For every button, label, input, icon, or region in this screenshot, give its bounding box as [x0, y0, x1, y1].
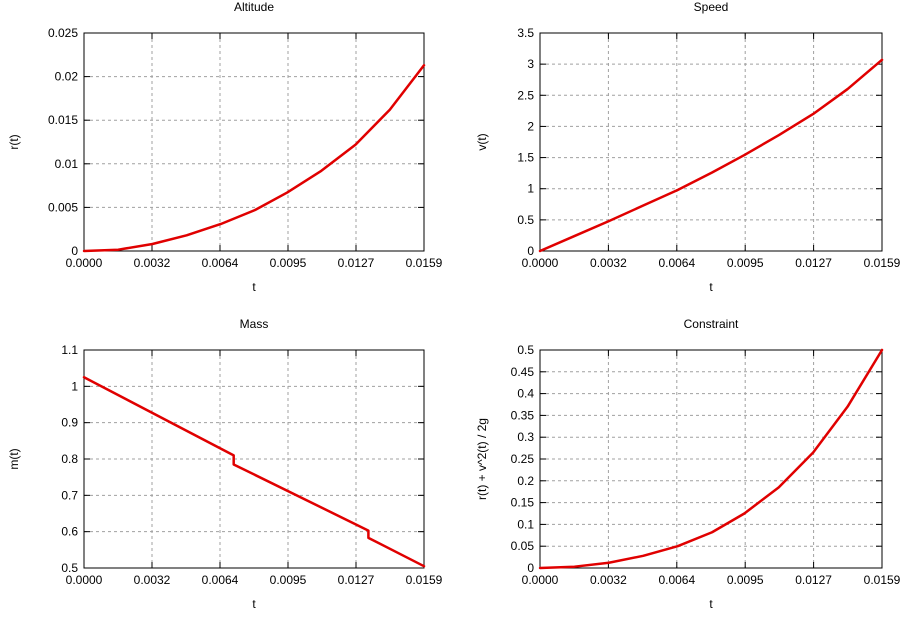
x-tick-label: 0.0064: [202, 256, 239, 270]
plot-frame: [83, 32, 425, 252]
y-tick-label: 0.9: [61, 416, 78, 430]
chart-panel-3: 0.0000 0.0032 0.0064 0.0095 0.0127 0.0159 0.5 0…: [7, 317, 443, 611]
x-tick-label: 0.0159: [406, 573, 443, 587]
x-axis-label: t: [709, 280, 713, 294]
y-tick-label: 0.4: [517, 387, 534, 401]
y-tick-label: 0: [527, 244, 534, 258]
x-tick-label: 0.0032: [134, 256, 171, 270]
y-tick-label: 3.5: [517, 26, 534, 40]
x-tick-label: 0.0095: [727, 256, 764, 270]
x-tick-label: 0.0000: [522, 256, 559, 270]
x-tick-label: 0.0159: [406, 256, 443, 270]
x-tick-label: 0.0064: [202, 573, 239, 587]
y-tick-label: 0.015: [48, 113, 78, 127]
y-tick-label: 0.15: [511, 496, 535, 510]
y-tick-label: 0: [71, 244, 78, 258]
chart-panel-2: 0.0000 0.0032 0.0064 0.0095 0.0127 0.0159 0 0.5…: [475, 0, 901, 294]
y-tick-label: 0.25: [511, 452, 535, 466]
x-tick-label: 0.0095: [270, 573, 307, 587]
chart-title: Speed: [694, 0, 729, 14]
x-axis-label: t: [252, 597, 256, 611]
x-tick-label: 0.0000: [522, 573, 559, 587]
chart-title: Mass: [240, 317, 269, 331]
x-tick-label: 0.0032: [590, 256, 627, 270]
y-tick-label: 2: [527, 119, 534, 133]
series-line: [538, 348, 884, 570]
series-line: [82, 64, 426, 253]
x-tick-label: 0.0064: [658, 573, 695, 587]
plot-frame: [83, 349, 425, 569]
x-tick-label: 0.0127: [795, 256, 832, 270]
y-tick-label: 0.5: [517, 343, 534, 357]
y-tick-label: 1.1: [61, 343, 78, 357]
chart-panel-1: 0.0000 0.0032 0.0064 0.0095 0.0127 0.0159 0 0.0…: [7, 0, 443, 294]
y-tick-label: 0.1: [517, 517, 534, 531]
x-tick-label: 0.0095: [727, 573, 764, 587]
y-tick-label: 3: [527, 57, 534, 71]
y-axis-label: m(t): [7, 448, 21, 469]
x-tick-label: 0.0127: [338, 256, 375, 270]
y-axis-label: r(t): [7, 134, 21, 149]
y-tick-label: 1: [527, 182, 534, 196]
x-tick-label: 0.0000: [66, 256, 103, 270]
x-tick-label: 0.0095: [270, 256, 307, 270]
y-tick-label: 0.45: [511, 365, 535, 379]
series-line: [538, 58, 884, 253]
y-tick-label: 0.6: [61, 525, 78, 539]
x-tick-label: 0.0159: [864, 573, 901, 587]
y-tick-label: 0.05: [511, 539, 535, 553]
chart-title: Constraint: [684, 317, 739, 331]
x-tick-label: 0.0000: [66, 573, 103, 587]
y-axis-label: v(t): [475, 133, 489, 150]
y-tick-label: 0.7: [61, 488, 78, 502]
y-tick-label: 0.3: [517, 430, 534, 444]
plot-frame: [539, 349, 883, 569]
y-tick-label: 0.35: [511, 408, 535, 422]
x-tick-label: 0.0159: [864, 256, 901, 270]
x-axis-label: t: [709, 597, 713, 611]
y-tick-label: 0.8: [61, 452, 78, 466]
y-axis-label: r(t) + v^2(t) / 2g: [475, 418, 489, 500]
y-tick-label: 0.5: [61, 561, 78, 575]
y-tick-label: 0.2: [517, 474, 534, 488]
y-tick-label: 0.01: [55, 157, 79, 171]
x-tick-label: 0.0032: [134, 573, 171, 587]
y-tick-label: 0.02: [55, 70, 79, 84]
x-tick-label: 0.0127: [338, 573, 375, 587]
chart-panel-4: 0.0000 0.0032 0.0064 0.0095 0.0127 0.0159 0 0.0…: [475, 317, 901, 611]
y-tick-label: 1.5: [517, 151, 534, 165]
y-tick-label: 1: [71, 379, 78, 393]
x-tick-label: 0.0127: [795, 573, 832, 587]
chart-title: Altitude: [234, 0, 274, 14]
y-tick-label: 0.005: [48, 200, 78, 214]
series-line: [82, 376, 426, 568]
y-tick-label: 0.025: [48, 26, 78, 40]
x-tick-label: 0.0032: [590, 573, 627, 587]
plot-frame: [539, 32, 883, 252]
x-axis-label: t: [252, 280, 256, 294]
y-tick-label: 2.5: [517, 88, 534, 102]
x-tick-label: 0.0064: [658, 256, 695, 270]
y-tick-label: 0: [527, 561, 534, 575]
y-tick-label: 0.5: [517, 213, 534, 227]
